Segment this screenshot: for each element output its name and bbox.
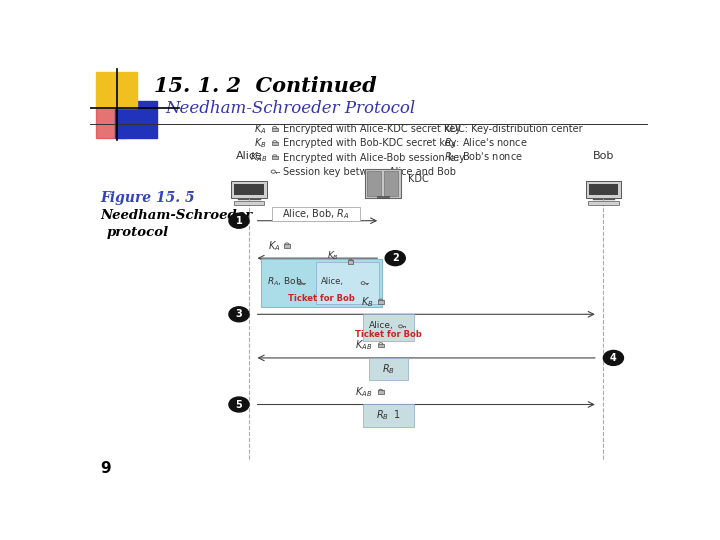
FancyBboxPatch shape [363,314,414,341]
Text: Alice,: Alice, [369,321,394,329]
FancyBboxPatch shape [316,262,379,304]
Text: 1: 1 [235,215,243,226]
Text: Alice,: Alice, [321,276,344,286]
Bar [378,390,384,394]
Text: $R_B$  1: $R_B$ 1 [376,408,401,422]
Text: Ticket for Bob: Ticket for Bob [288,294,355,303]
Text: 4: 4 [610,353,617,363]
Text: $R_A$: Alice's nonce: $R_A$: Alice's nonce [444,137,528,150]
Circle shape [603,350,624,366]
Bar [384,171,398,197]
Bar [96,72,138,109]
Bar [96,107,126,138]
FancyBboxPatch shape [369,357,408,380]
Bar [271,127,278,131]
Bar [115,101,157,138]
Text: Needham-Schroeder: Needham-Schroeder [100,209,252,222]
FancyBboxPatch shape [363,404,414,427]
Text: $R_A$, Bob,: $R_A$, Bob, [267,276,305,288]
Bar [378,300,384,303]
Text: $K_B$: $K_B$ [327,249,339,262]
Bar [231,180,267,198]
Bar [284,244,290,247]
Text: Figure 15. 5: Figure 15. 5 [100,191,194,205]
Bar [585,180,621,198]
Text: 15. 1. 2  Continued: 15. 1. 2 Continued [154,77,377,97]
Bar [234,201,264,205]
Text: KDC: Key-distribution center: KDC: Key-distribution center [444,124,583,134]
Circle shape [229,213,249,228]
Circle shape [385,251,405,266]
Text: 9: 9 [100,461,111,476]
Bar [378,344,384,347]
Text: Ticket for Bob: Ticket for Bob [355,330,422,339]
Text: Encrypted with Alice-Bob session key: Encrypted with Alice-Bob session key [282,152,464,163]
Bar [589,184,618,195]
Text: 3: 3 [235,309,243,319]
Text: $K_B$: $K_B$ [254,137,267,150]
Text: Session key between Alice and Bob: Session key between Alice and Bob [282,167,456,177]
Text: $K_{AB}$: $K_{AB}$ [355,339,372,353]
Bar [348,260,354,264]
Text: $K_A$: $K_A$ [254,123,267,136]
Bar [377,196,390,198]
FancyBboxPatch shape [272,207,359,221]
Circle shape [229,307,249,322]
Text: $R_B$: Bob's nonce: $R_B$: Bob's nonce [444,151,523,164]
Text: protocol: protocol [107,226,169,239]
Bar [271,156,278,159]
Text: Alice, Bob, $R_A$: Alice, Bob, $R_A$ [282,207,350,220]
Text: 5: 5 [235,400,243,409]
Bar [235,184,264,195]
Circle shape [229,397,249,412]
FancyBboxPatch shape [261,259,382,307]
Text: KDC: KDC [408,174,429,184]
Text: $R_B$: $R_B$ [382,362,395,376]
Text: $K_{AB}$: $K_{AB}$ [250,151,267,164]
Text: Alice: Alice [235,151,263,161]
Text: Needham-Schroeder Protocol: Needham-Schroeder Protocol [166,100,415,117]
Text: 2: 2 [392,253,399,263]
Bar [367,171,381,197]
Bar [271,141,278,145]
Text: Encrypted with Alice-KDC secret key: Encrypted with Alice-KDC secret key [282,124,461,134]
Text: Encrypted with Bob-KDC secret key: Encrypted with Bob-KDC secret key [282,138,456,149]
Bar [588,201,618,205]
Text: $K_B$: $K_B$ [361,295,374,309]
Text: $K_{AB}$: $K_{AB}$ [355,385,372,399]
Text: Bob: Bob [593,151,614,161]
Text: $K_A$: $K_A$ [268,239,280,253]
Bar [365,169,401,198]
